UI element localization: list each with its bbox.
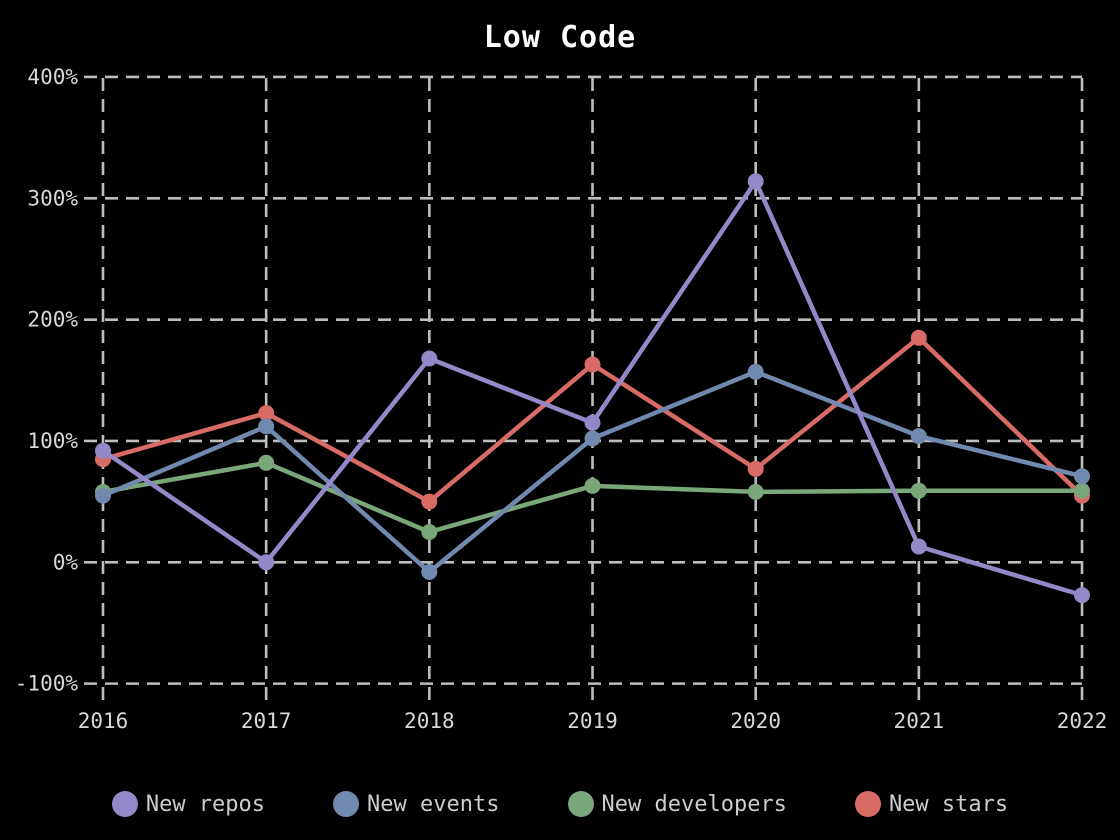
data-point-new-stars (584, 356, 601, 373)
data-point-new-events (910, 428, 927, 445)
data-point-new-developers (910, 482, 927, 499)
data-point-new-developers (747, 483, 764, 500)
data-point-new-developers (421, 524, 438, 540)
data-point-new-events (258, 418, 275, 435)
y-axis-tick-label: 100% (27, 429, 78, 453)
data-point-new-repos (258, 554, 275, 571)
legend-label: New events (367, 791, 500, 817)
data-point-new-stars (910, 329, 927, 346)
legend-label: New repos (145, 791, 266, 817)
x-axis-tick-label: 2017 (241, 709, 292, 733)
data-point-new-stars (258, 405, 275, 422)
x-axis-tick-label: 2016 (78, 709, 129, 733)
y-axis-tick-label: 300% (27, 186, 78, 210)
legend-label: New developers (601, 791, 787, 817)
data-point-new-repos (584, 414, 601, 431)
data-point-new-stars (747, 460, 764, 477)
series-line-new-repos (100, 179, 1085, 598)
data-point-new-events (1074, 468, 1090, 485)
x-axis-tick-label: 2018 (404, 709, 455, 733)
data-point-new-repos (910, 538, 927, 555)
data-point-new-events (421, 564, 438, 580)
line-chart: 400% 300% 200% 100% 0% -100% 2016 2017 2018 2019 2… (15, 65, 1108, 733)
y-axis-tick-label: 0% (53, 550, 79, 574)
legend-swatch-new-repos (111, 791, 138, 817)
legend-swatch-new-developers (567, 791, 594, 817)
x-axis-tick-label: 2019 (567, 709, 618, 733)
legend-label: New stars (888, 791, 1009, 817)
y-axis-tick-label: 400% (27, 65, 78, 89)
y-axis-tick-label: 200% (27, 308, 78, 332)
legend-item-new-stars[interactable]: New stars (854, 791, 1009, 817)
data-point-new-events (95, 487, 111, 504)
legend-item-new-developers[interactable]: New developers (567, 791, 787, 817)
x-axis-tick-label: 2021 (894, 709, 945, 733)
data-point-new-events (747, 363, 764, 380)
legend-item-new-repos[interactable]: New repos (111, 791, 266, 817)
chart-title: Low Code (483, 20, 637, 55)
y-axis-tick-label: -100% (15, 672, 79, 696)
legend-swatch-new-stars (854, 791, 881, 817)
data-point-new-repos (95, 442, 111, 459)
data-point-new-developers (258, 454, 275, 471)
data-point-new-repos (747, 173, 764, 190)
data-point-new-developers (584, 477, 601, 494)
legend-item-new-events[interactable]: New events (333, 791, 500, 817)
data-point-new-developers (1074, 482, 1090, 499)
x-axis-tick-label: 2020 (730, 709, 781, 733)
data-point-new-stars (421, 493, 438, 510)
data-point-new-repos (421, 350, 438, 367)
x-axis-tick-label: 2022 (1057, 709, 1108, 733)
data-point-new-repos (1074, 587, 1090, 604)
data-point-new-events (584, 430, 601, 447)
legend-swatch-new-events (333, 791, 360, 817)
chart-legend: New repos New events New developers New sta… (0, 791, 1120, 817)
